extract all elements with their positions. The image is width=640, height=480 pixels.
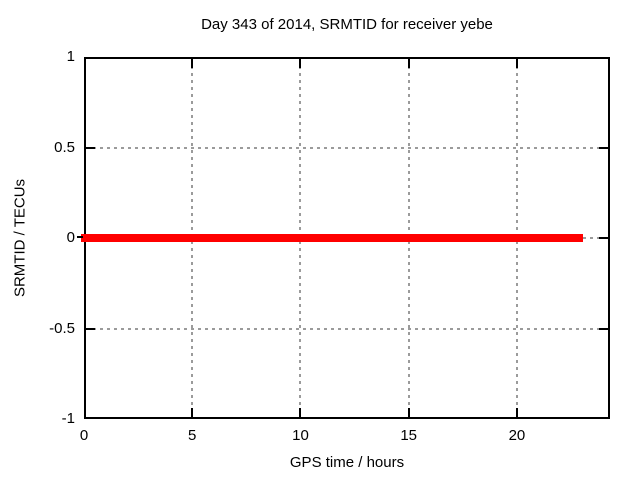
tick-mark [599, 146, 608, 149]
tick-mark [515, 59, 518, 68]
chart-title: Day 343 of 2014, SRMTID for receiver yeb… [201, 16, 493, 33]
x-tick-label: 0 [79, 427, 89, 444]
y-tick-label: 1 [66, 48, 75, 65]
series-segment [360, 234, 583, 242]
tick-mark [599, 327, 608, 330]
gridline-horizontal [86, 327, 608, 330]
tick-mark [191, 59, 194, 68]
tick-mark [299, 408, 302, 417]
tick-mark [86, 146, 95, 149]
tick-mark [191, 408, 194, 417]
x-tick-label: 5 [188, 427, 197, 444]
x-tick-label: 20 [508, 427, 526, 444]
gridline-horizontal [86, 146, 608, 149]
y-tick-label: 0 [66, 229, 75, 246]
tick-mark [407, 408, 410, 417]
tick-mark [299, 59, 302, 68]
y-axis-label: SRMTID / TECUs [11, 178, 29, 298]
y-tick-label: 0.5 [54, 138, 75, 156]
x-tick-label: 10 [292, 427, 309, 444]
y-tick-label: -0.5 [49, 319, 75, 337]
tick-mark [515, 408, 518, 417]
y-tick-label: -1 [61, 410, 75, 427]
series-segment [81, 234, 361, 242]
x-tick-label: 15 [400, 427, 418, 444]
zero-tick-dash [77, 236, 83, 238]
tick-mark [407, 59, 410, 68]
tick-mark [86, 327, 95, 330]
x-axis-label: GPS time / hours [289, 454, 405, 471]
tick-mark [599, 237, 608, 239]
